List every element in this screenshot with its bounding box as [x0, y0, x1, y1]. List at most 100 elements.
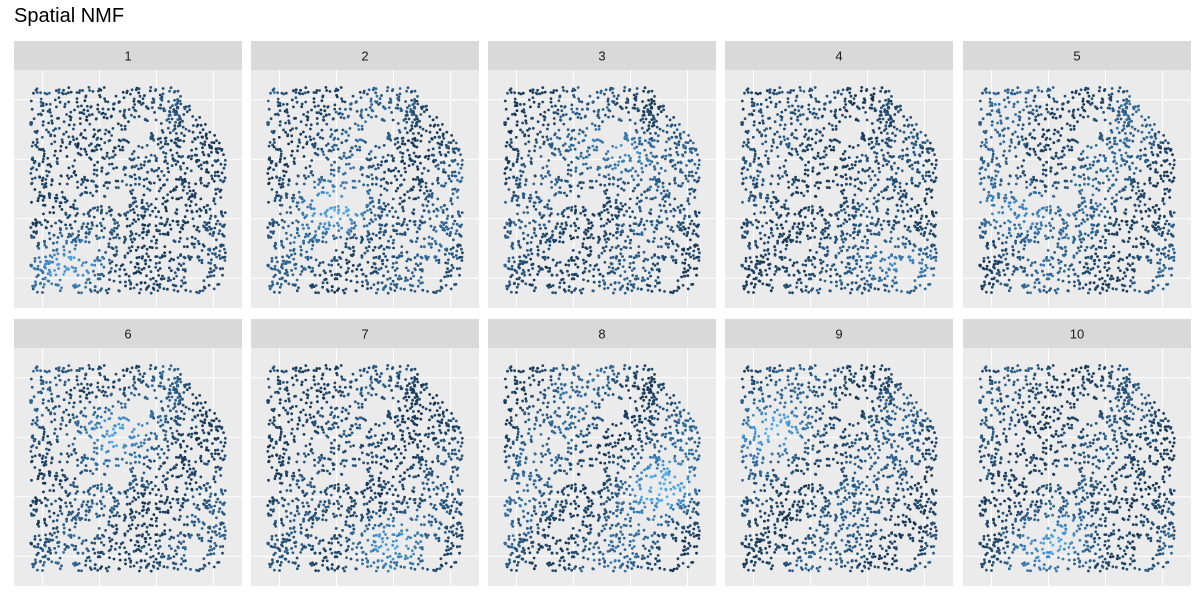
spot-point [275, 282, 279, 286]
spot-point [572, 273, 576, 277]
spot-point [559, 118, 563, 122]
spot-point [576, 184, 580, 188]
facet-label: 2 [361, 49, 368, 64]
spot-point [514, 135, 518, 139]
spot-point [199, 197, 203, 201]
spot-point [306, 255, 310, 259]
spot-point [445, 217, 449, 221]
spot-point [379, 230, 382, 234]
spot-point [453, 170, 457, 174]
spot-point [532, 201, 536, 205]
spot-point [518, 266, 521, 270]
spot-point [529, 249, 532, 252]
spot-point [606, 99, 610, 103]
spot-point [611, 255, 615, 259]
spot-point [96, 256, 100, 259]
spot-point [684, 177, 688, 181]
spot-point [527, 98, 531, 102]
spot-point [279, 186, 283, 189]
spot-point [626, 101, 630, 104]
spot-point [307, 265, 311, 269]
spot-point [562, 89, 565, 92]
spot-point [683, 214, 687, 218]
spot-point [340, 97, 343, 101]
spot-point [598, 166, 602, 170]
spot-point [218, 257, 222, 260]
spot-point [542, 115, 546, 118]
spot-point [551, 258, 555, 262]
spot-point [638, 207, 642, 210]
spot-point [412, 112, 416, 116]
spot-point [309, 203, 312, 207]
spot-point [361, 212, 364, 216]
spot-point [318, 261, 322, 265]
spot-point [671, 229, 675, 233]
spot-point [342, 172, 345, 176]
spot-point [326, 157, 330, 161]
spot-point [219, 196, 223, 199]
spot-point [305, 214, 309, 217]
spot-point [52, 241, 55, 245]
spot-point [919, 130, 923, 134]
spot-point [368, 208, 372, 211]
spot-point [73, 108, 76, 112]
spot-point [907, 225, 911, 229]
spot-point [818, 242, 822, 246]
spot-point [181, 223, 185, 227]
spot-point [93, 163, 96, 167]
spot-point [334, 277, 338, 280]
spot-point [444, 143, 448, 147]
spot-point [280, 243, 284, 247]
spot-point [310, 199, 314, 203]
spot-point [84, 231, 88, 235]
spot-point [854, 160, 858, 164]
spot-point [611, 100, 614, 103]
spot-point [848, 115, 852, 118]
spot-point [179, 95, 182, 98]
spot-point [374, 87, 378, 91]
spot-point [766, 257, 770, 261]
spot-point [108, 181, 111, 185]
spot-point [691, 141, 695, 145]
spot-point [134, 232, 138, 236]
spot-point [344, 130, 348, 134]
spot-point [277, 223, 280, 227]
spot-point [523, 273, 526, 277]
spot-point [437, 135, 441, 139]
spot-point [368, 201, 372, 205]
spot-point [141, 255, 145, 258]
spot-point [99, 147, 103, 151]
spot-point [64, 146, 68, 149]
spot-point [172, 108, 176, 111]
spot-point [99, 205, 103, 208]
spot-point [641, 114, 645, 117]
spot-point [180, 131, 184, 135]
spot-point [856, 274, 859, 278]
spot-point [366, 190, 369, 193]
spot-point [657, 134, 660, 138]
spot-point [584, 134, 587, 137]
spot-point [208, 225, 211, 229]
spot-point [109, 208, 113, 212]
spot-point [585, 126, 589, 130]
spot-point [422, 166, 426, 170]
spot-point [595, 90, 599, 94]
spot-point [608, 232, 612, 236]
spot-point [336, 147, 340, 151]
spot-point [619, 119, 623, 122]
spot-point [584, 267, 587, 270]
spot-point [287, 179, 291, 183]
spot-point [124, 166, 128, 170]
spot-point [278, 120, 282, 124]
spot-point [116, 122, 120, 126]
spot-point [419, 113, 423, 116]
spot-point [582, 237, 586, 241]
spot-point [563, 105, 567, 109]
spot-point [92, 135, 95, 139]
spot-point [459, 153, 462, 157]
spot-point [118, 289, 121, 293]
spot-point [214, 170, 217, 174]
spot-point [761, 121, 765, 125]
spot-point [185, 110, 189, 114]
spot-point [924, 134, 927, 137]
